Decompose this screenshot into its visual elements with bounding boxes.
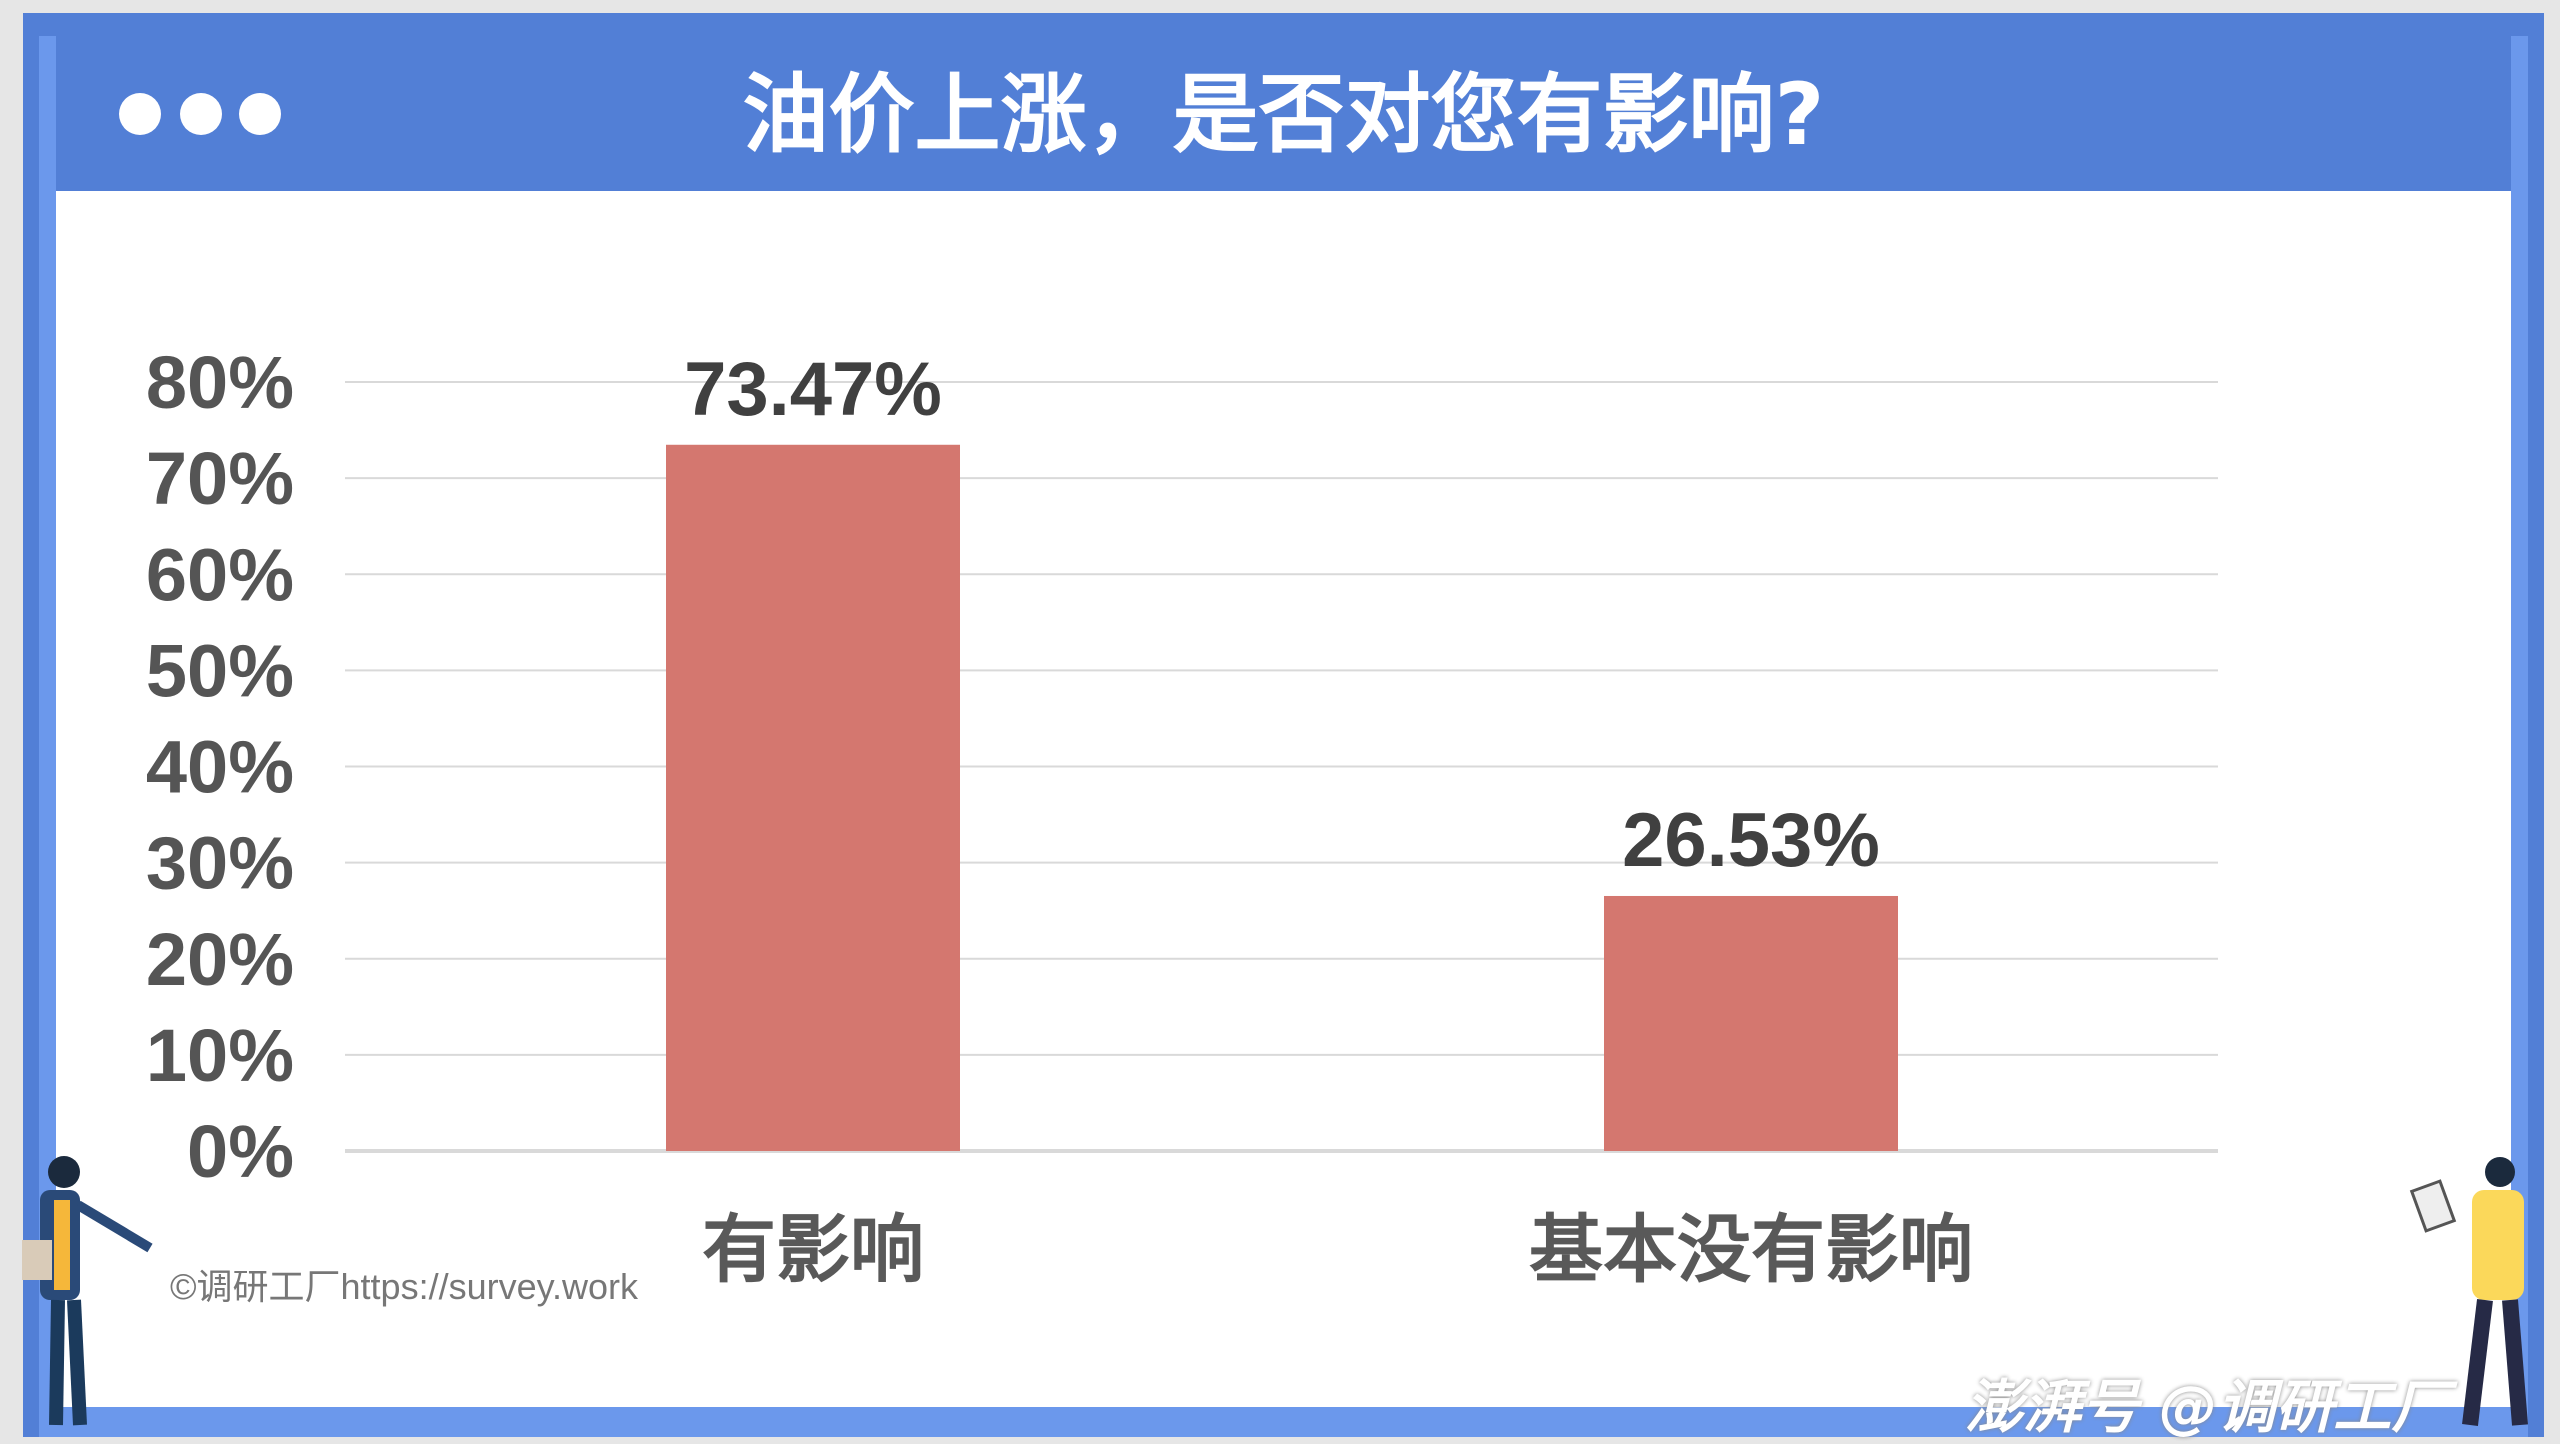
y-tick-label: 10%	[146, 1014, 294, 1097]
woman-presenter-illustration	[22, 1156, 153, 1426]
platform-watermark: 澎湃号 @调研工厂	[1965, 1373, 2450, 1441]
bar	[666, 444, 960, 1151]
y-tick-label: 60%	[146, 533, 294, 616]
y-tick-label: 30%	[146, 822, 294, 905]
window-dot-icon	[180, 93, 222, 135]
y-tick-label: 50%	[146, 629, 294, 712]
window-dot-icon	[119, 93, 161, 135]
y-tick-label: 40%	[146, 726, 294, 809]
y-tick-label: 70%	[146, 437, 294, 520]
y-tick-label: 20%	[146, 918, 294, 1001]
data-label: 26.53%	[1622, 798, 1880, 883]
chart-area	[56, 191, 2511, 1407]
window-dot-icon	[239, 93, 281, 135]
x-category-label: 基本没有影响	[1529, 1207, 1973, 1293]
bar	[1604, 895, 1898, 1151]
y-tick-label: 80%	[146, 341, 294, 424]
x-category-label: 有影响	[702, 1207, 924, 1293]
copyright-watermark: ©调研工厂https://survey.work	[170, 1266, 638, 1307]
header-bar	[56, 36, 2511, 191]
man-with-clipboard-illustration	[2409, 1157, 2528, 1426]
page-title: 油价上涨，是否对您有影响?	[742, 65, 1825, 165]
data-label: 73.47%	[684, 347, 942, 432]
y-tick-label: 0%	[187, 1110, 294, 1193]
